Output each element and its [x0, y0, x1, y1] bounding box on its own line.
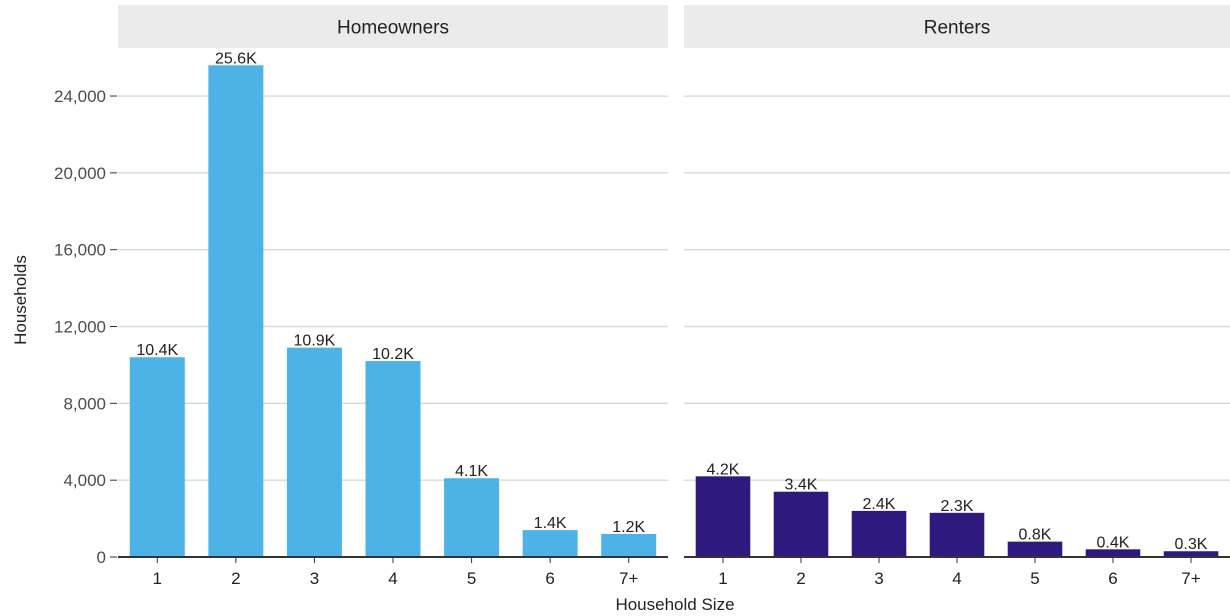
bar: [286, 347, 342, 557]
bar: [695, 476, 751, 557]
x-tick-label: 1: [718, 569, 727, 588]
panel-strip: [118, 5, 668, 48]
x-tick-label: 7+: [1181, 569, 1200, 588]
bar-value-label: 25.6K: [215, 50, 257, 67]
x-tick-label: 5: [1030, 569, 1039, 588]
bar: [601, 533, 657, 557]
bar-value-label: 0.3K: [1175, 536, 1208, 553]
x-tick-label: 7+: [619, 569, 638, 588]
bar-value-label: 0.8K: [1019, 527, 1052, 544]
bar: [929, 512, 985, 557]
x-tick-label: 6: [1108, 569, 1117, 588]
bar: [208, 65, 264, 557]
x-tick-label: 4: [952, 569, 961, 588]
y-tick-label: 16,000: [54, 241, 106, 260]
bar-value-label: 10.9K: [294, 333, 336, 350]
bar-value-label: 0.4K: [1097, 534, 1130, 551]
bar: [1163, 551, 1219, 557]
bar: [773, 491, 829, 557]
y-tick-label: 4,000: [63, 471, 106, 490]
bar-value-label: 4.1K: [455, 463, 488, 480]
panel-title-homeowners: Homeowners: [337, 18, 449, 39]
gridlines: [118, 95, 1230, 481]
axes: 0 4,000 8,000 12,000 16,000 20,000 24,000 1 2 3 4 5…: [54, 87, 1230, 588]
bar: [444, 478, 500, 557]
x-tick-label: 3: [310, 569, 319, 588]
data-labels: 10.4K 25.6K 10.9K 10.2K 4.1K 1.4K 1.2K 4.2K 3.4K…: [136, 50, 1207, 553]
y-tick-label: 8,000: [63, 394, 106, 413]
bar: [522, 530, 578, 557]
y-tick-label: 24,000: [54, 87, 106, 106]
x-axis-title: Household Size: [615, 595, 734, 614]
bar: [1007, 541, 1063, 557]
panel-strips: Homeowners Renters: [118, 5, 1230, 48]
x-tick-label: 1: [153, 569, 162, 588]
x-tick-label: 2: [796, 569, 805, 588]
bar-value-label: 10.4K: [136, 342, 178, 359]
bar-value-label: 10.2K: [372, 346, 414, 363]
panel-strip: [684, 5, 1230, 48]
x-tick-label: 4: [388, 569, 397, 588]
bar: [1085, 549, 1141, 557]
y-tick-label: 12,000: [54, 318, 106, 337]
bar: [129, 357, 185, 557]
bar-value-label: 1.4K: [534, 515, 567, 532]
bar-value-label: 1.2K: [612, 519, 645, 536]
x-tick-label: 3: [874, 569, 883, 588]
y-tick-label: 0: [97, 548, 106, 567]
bar: [851, 510, 907, 557]
bar-value-label: 3.4K: [785, 477, 818, 494]
x-tick-label: 5: [467, 569, 476, 588]
y-axis-title: Households: [11, 255, 30, 345]
bar-value-label: 4.2K: [707, 461, 740, 478]
bars: [129, 65, 1219, 557]
bar-value-label: 2.4K: [863, 496, 896, 513]
bar: [365, 361, 421, 557]
panel-title-renters: Renters: [924, 18, 991, 39]
bar-value-label: 2.3K: [941, 498, 974, 515]
x-tick-label: 2: [231, 569, 240, 588]
x-tick-label: 6: [545, 569, 554, 588]
y-tick-label: 20,000: [54, 164, 106, 183]
